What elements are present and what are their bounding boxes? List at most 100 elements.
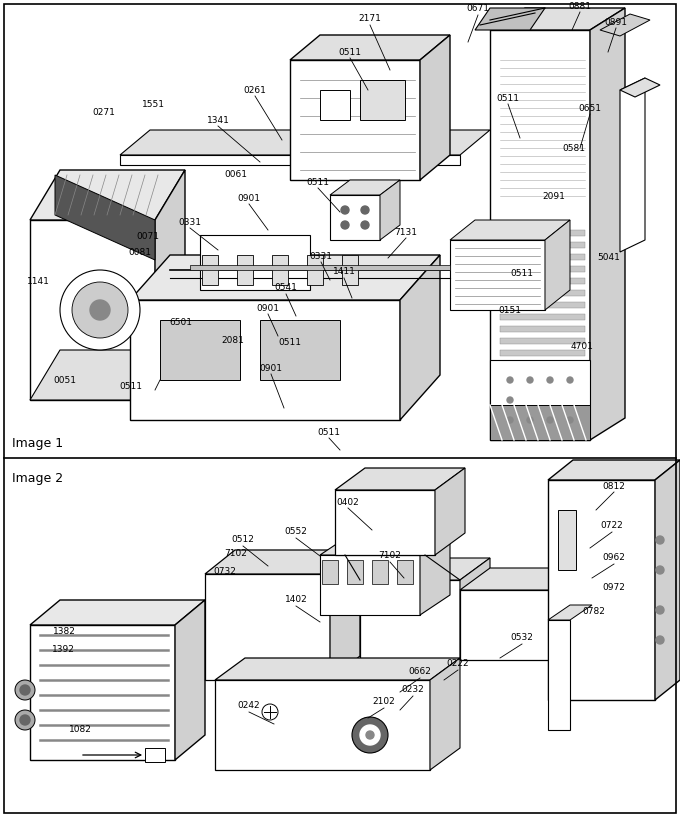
Text: 0081: 0081 bbox=[129, 248, 152, 257]
Text: 0901: 0901 bbox=[260, 364, 282, 373]
Polygon shape bbox=[460, 558, 490, 660]
Bar bbox=[237, 255, 253, 285]
Text: 0662: 0662 bbox=[409, 667, 431, 676]
Bar bbox=[500, 314, 585, 320]
Circle shape bbox=[352, 717, 388, 753]
Text: 0651: 0651 bbox=[579, 104, 602, 113]
Text: 0151: 0151 bbox=[498, 306, 522, 315]
Polygon shape bbox=[490, 30, 590, 440]
Circle shape bbox=[527, 377, 533, 383]
Bar bbox=[500, 374, 585, 380]
Polygon shape bbox=[548, 480, 655, 700]
Circle shape bbox=[60, 270, 140, 350]
Bar bbox=[202, 255, 218, 285]
Bar bbox=[397, 560, 413, 584]
Bar bbox=[500, 242, 585, 248]
Text: 0402: 0402 bbox=[337, 498, 359, 507]
Polygon shape bbox=[380, 180, 400, 240]
Bar bbox=[500, 302, 585, 308]
Text: 2171: 2171 bbox=[358, 14, 381, 23]
Polygon shape bbox=[205, 574, 330, 680]
Text: 1141: 1141 bbox=[27, 278, 50, 287]
Circle shape bbox=[567, 377, 573, 383]
Text: 0511: 0511 bbox=[279, 337, 301, 346]
Bar bbox=[307, 255, 323, 285]
Circle shape bbox=[15, 710, 35, 730]
Bar bbox=[322, 560, 338, 584]
Text: 1392: 1392 bbox=[52, 645, 74, 654]
Text: 0532: 0532 bbox=[511, 633, 533, 642]
Text: 0722: 0722 bbox=[600, 521, 624, 530]
Bar bbox=[500, 362, 585, 368]
Text: 0962: 0962 bbox=[602, 553, 626, 562]
Polygon shape bbox=[205, 550, 360, 574]
Text: 0732: 0732 bbox=[214, 568, 237, 577]
Polygon shape bbox=[30, 170, 185, 220]
Polygon shape bbox=[560, 568, 590, 660]
Polygon shape bbox=[30, 600, 205, 625]
Circle shape bbox=[262, 704, 278, 720]
Circle shape bbox=[507, 397, 513, 403]
Text: 0511: 0511 bbox=[120, 382, 143, 391]
Bar bbox=[160, 320, 240, 380]
Bar bbox=[500, 350, 585, 356]
Text: 0511: 0511 bbox=[339, 47, 362, 56]
Circle shape bbox=[72, 282, 128, 338]
Text: 0552: 0552 bbox=[284, 528, 307, 537]
Polygon shape bbox=[335, 468, 465, 490]
Polygon shape bbox=[155, 170, 185, 400]
Bar bbox=[500, 266, 585, 272]
Text: 0232: 0232 bbox=[402, 685, 424, 694]
Polygon shape bbox=[190, 265, 450, 270]
Text: 7102: 7102 bbox=[224, 550, 248, 559]
Polygon shape bbox=[430, 658, 460, 770]
Polygon shape bbox=[360, 558, 490, 580]
Text: 1411: 1411 bbox=[333, 267, 356, 276]
Text: 2091: 2091 bbox=[543, 191, 566, 200]
Text: 7131: 7131 bbox=[394, 227, 418, 236]
Polygon shape bbox=[30, 220, 155, 400]
Circle shape bbox=[567, 417, 573, 423]
Polygon shape bbox=[545, 220, 570, 310]
Text: 0511: 0511 bbox=[318, 427, 341, 436]
Polygon shape bbox=[30, 625, 175, 760]
Polygon shape bbox=[460, 590, 560, 660]
Text: 4701: 4701 bbox=[571, 342, 594, 350]
Polygon shape bbox=[335, 490, 435, 555]
Polygon shape bbox=[130, 255, 440, 300]
Polygon shape bbox=[400, 255, 440, 420]
Text: 1551: 1551 bbox=[141, 100, 165, 109]
Polygon shape bbox=[490, 405, 590, 440]
Text: 0782: 0782 bbox=[583, 608, 605, 617]
Text: 2081: 2081 bbox=[222, 336, 244, 345]
Text: 0901: 0901 bbox=[256, 303, 279, 312]
Circle shape bbox=[656, 606, 664, 614]
Polygon shape bbox=[655, 460, 680, 700]
Circle shape bbox=[527, 417, 533, 423]
Text: 5041: 5041 bbox=[598, 253, 620, 262]
Polygon shape bbox=[420, 535, 450, 615]
Polygon shape bbox=[475, 8, 545, 30]
Polygon shape bbox=[290, 60, 420, 180]
Circle shape bbox=[20, 715, 30, 725]
Polygon shape bbox=[620, 78, 660, 97]
Text: 0051: 0051 bbox=[54, 376, 76, 385]
Text: 0671: 0671 bbox=[466, 3, 490, 12]
Bar bbox=[320, 90, 350, 120]
Polygon shape bbox=[360, 580, 460, 660]
Bar bbox=[360, 80, 405, 120]
Polygon shape bbox=[450, 240, 545, 310]
Text: 0541: 0541 bbox=[275, 283, 297, 292]
Bar bbox=[558, 510, 576, 570]
Polygon shape bbox=[420, 35, 450, 180]
Circle shape bbox=[361, 206, 369, 214]
Bar bbox=[500, 338, 585, 344]
Text: 0891: 0891 bbox=[605, 17, 628, 26]
Text: 0512: 0512 bbox=[232, 535, 254, 544]
Circle shape bbox=[341, 221, 349, 229]
Polygon shape bbox=[55, 175, 155, 260]
Circle shape bbox=[507, 417, 513, 423]
Polygon shape bbox=[120, 130, 490, 155]
Bar bbox=[500, 278, 585, 284]
Text: 0901: 0901 bbox=[237, 194, 260, 203]
